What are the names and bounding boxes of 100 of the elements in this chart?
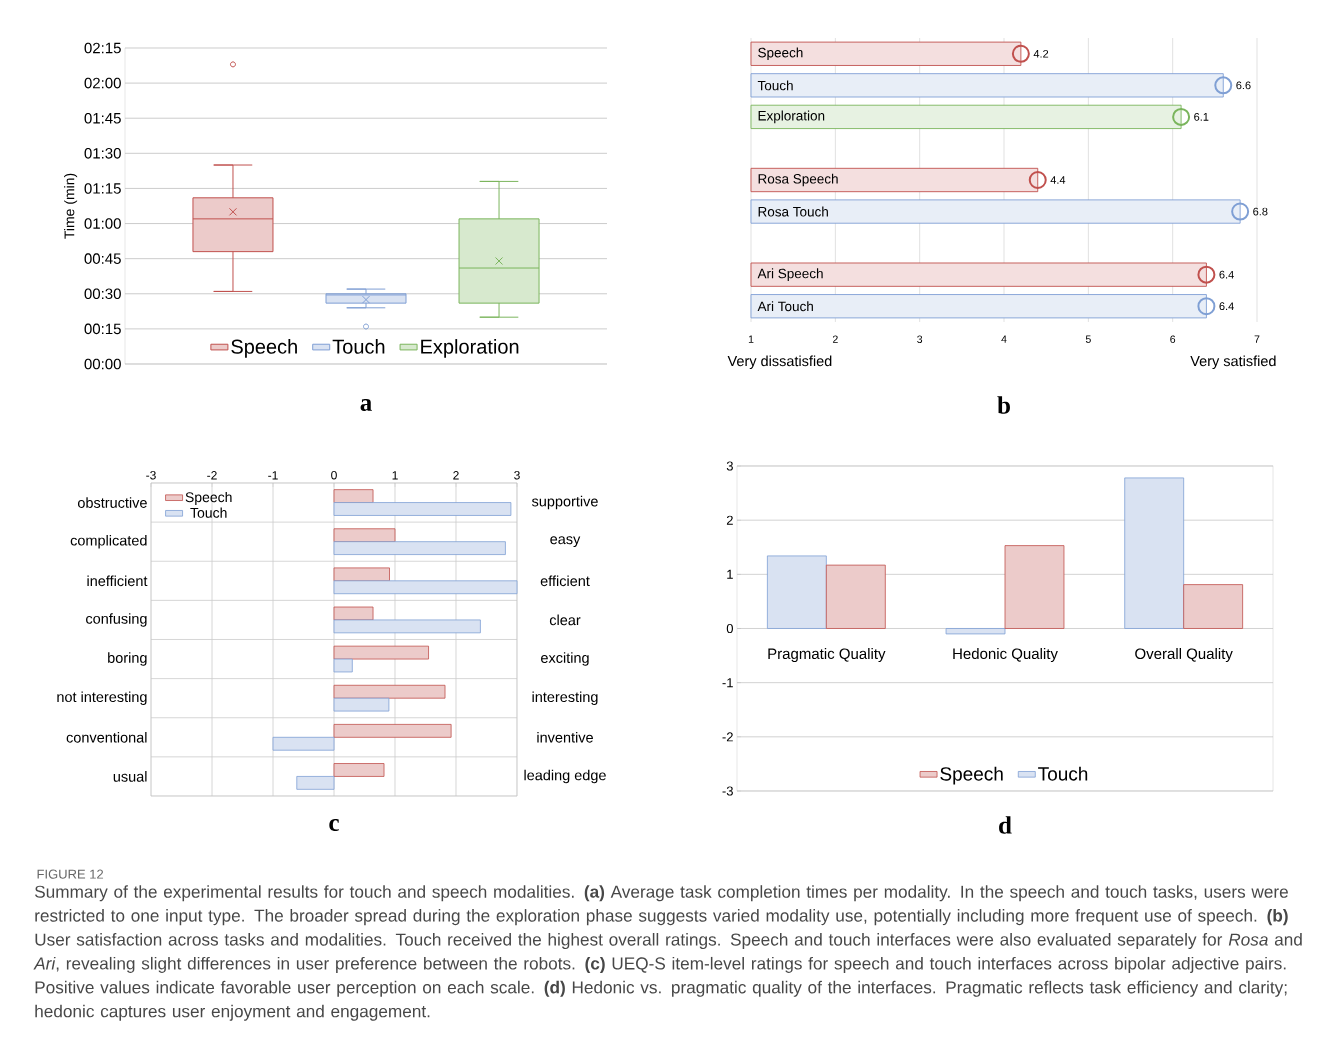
y2-tick-label: inventive — [537, 731, 593, 743]
x-tick-label: 4 — [1001, 335, 1007, 343]
x-tick-label: 3 — [514, 470, 520, 480]
x-tick-label: 2 — [832, 335, 838, 343]
bar — [333, 697, 390, 712]
y2-tick-label: clear — [549, 614, 581, 626]
bar — [333, 658, 353, 673]
point — [1197, 265, 1216, 284]
y-tick-label: 0 — [726, 623, 733, 634]
x-tick-label: 6 — [1170, 335, 1176, 343]
point — [1214, 76, 1233, 95]
bar — [333, 763, 385, 777]
text: b — [997, 396, 1010, 414]
data-label: 6.4 — [1219, 302, 1234, 311]
y-tick-label: 01:15 — [84, 183, 121, 194]
y-tick-label: Ari Speech — [757, 268, 823, 281]
bar — [766, 555, 827, 629]
y-tick-label: Ari Touch — [757, 301, 813, 312]
y-tick-label: 2 — [726, 515, 733, 525]
legend-label: Touch — [332, 339, 385, 354]
y-tick-label: Rosa Touch — [758, 206, 828, 217]
y2-tick-label: exciting — [541, 652, 589, 666]
bar — [333, 645, 429, 660]
text: a — [360, 399, 372, 411]
x-tick-label: -3 — [146, 470, 156, 480]
y-tick-label: 01:00 — [84, 218, 121, 229]
y-tick-label: obstructive — [77, 497, 147, 508]
data-label: 4.2 — [1033, 49, 1049, 58]
x-tick-label: 5 — [1085, 335, 1091, 343]
x-tick-label: Hedonic Quality — [953, 648, 1058, 662]
y-tick-label: 00:30 — [84, 288, 121, 300]
x-tick-label: 0 — [331, 470, 337, 480]
point — [1011, 44, 1030, 63]
y-tick-label: Exploration — [758, 110, 825, 124]
point — [1231, 202, 1250, 221]
y-tick-label: 00:15 — [84, 323, 121, 335]
legend-label: Touch — [190, 507, 227, 518]
y-tick-label: Speech — [758, 47, 803, 61]
bar — [1004, 545, 1065, 629]
y2-tick-label: leading edge — [524, 769, 606, 784]
point — [1172, 107, 1191, 126]
x-tick-label: -1 — [268, 471, 278, 480]
bar — [333, 541, 506, 555]
bar — [333, 580, 518, 595]
legend-label: Speech — [185, 491, 232, 505]
y-tick-label: 02:15 — [84, 42, 121, 54]
bar — [333, 684, 446, 699]
bar — [333, 489, 374, 503]
bar — [333, 528, 396, 543]
x-tick-label: 1 — [748, 335, 754, 343]
bar — [1183, 584, 1244, 629]
y2-tick-label: easy — [550, 536, 581, 548]
bar — [1124, 477, 1185, 629]
x-tick-label: Pragmatic Quality — [768, 648, 886, 662]
legend-label: Speech — [231, 339, 297, 358]
y-tick-label: usual — [113, 771, 147, 782]
x-tick-label: -2 — [207, 471, 217, 480]
data-label: 6.6 — [1236, 81, 1251, 90]
legend-label: Speech — [940, 766, 1003, 785]
y-tick-label: 3 — [726, 461, 733, 471]
y-tick-label: confusing — [86, 613, 147, 627]
data-label: 6.8 — [1253, 207, 1268, 216]
text: d — [999, 816, 1012, 834]
y-tick-label: -3 — [722, 786, 733, 796]
y-tick-label: -2 — [722, 732, 733, 742]
y-tick-label: inefficient — [87, 575, 148, 587]
legend-label: Exploration — [421, 339, 519, 358]
bar — [333, 606, 374, 621]
text: Very dissatisfied — [727, 355, 832, 370]
text: Summary of the experimental results for touch and speech modalities. (a) Average task completion times per modality. In the speech and touch tasks, users were restricted to one input type. The broader spread during the exploration phase suggests varied modality use, potentially including more frequent use of speech. (b) User satisfaction across tasks and modalities. Touch received the highest overall ratings. Speech and touch interfaces were also evaluated separately for Rosa and Ari, revealing slight differences in user preference between the robots. (c) UEQ-S item-level ratings for speech and touch interfaces across bipolar adjective pairs. Positive values indicate favorable user perception on each scale. (d) Hedonic vs. pragmatic quality of the interfaces. Pragmatic reflects task efficiency and clarity; hedonic captures user enjoyment and engagement. — [33, 885, 1302, 1021]
data-label: 6.1 — [1194, 112, 1209, 121]
data-label: 4.4 — [1050, 176, 1066, 184]
y-tick-label: 00:45 — [84, 253, 121, 264]
x-tick-label: Overall Quality — [1135, 648, 1233, 662]
y2-tick-label: supportive — [531, 495, 598, 510]
y-tick-label: not interesting — [57, 691, 147, 705]
text: Very satisfied — [1190, 355, 1276, 370]
bar — [333, 724, 452, 738]
y-tick-label: Touch — [757, 80, 793, 91]
bar — [333, 567, 390, 582]
x-tick-label: 7 — [1254, 335, 1260, 343]
bar — [333, 619, 481, 634]
y-axis-title: Time (min) — [64, 173, 78, 239]
bar — [825, 564, 886, 629]
bar — [333, 502, 512, 516]
x-tick-label: 1 — [392, 471, 398, 480]
bar — [945, 628, 1006, 635]
x-tick-label: 2 — [453, 471, 459, 480]
y-tick-label: conventional — [66, 731, 147, 743]
bar — [272, 736, 335, 751]
bar — [296, 776, 335, 790]
y-tick-label: 1 — [727, 569, 733, 579]
y-tick-label: -1 — [722, 678, 733, 688]
y-tick-label: 01:30 — [84, 148, 121, 159]
y-tick-label: 01:45 — [84, 112, 121, 124]
y-tick-label: 00:00 — [84, 358, 121, 370]
y-tick-label: boring — [108, 652, 147, 666]
legend-label: Touch — [1038, 766, 1088, 781]
y2-tick-label: efficient — [540, 575, 590, 587]
y-tick-label: complicated — [70, 534, 147, 549]
